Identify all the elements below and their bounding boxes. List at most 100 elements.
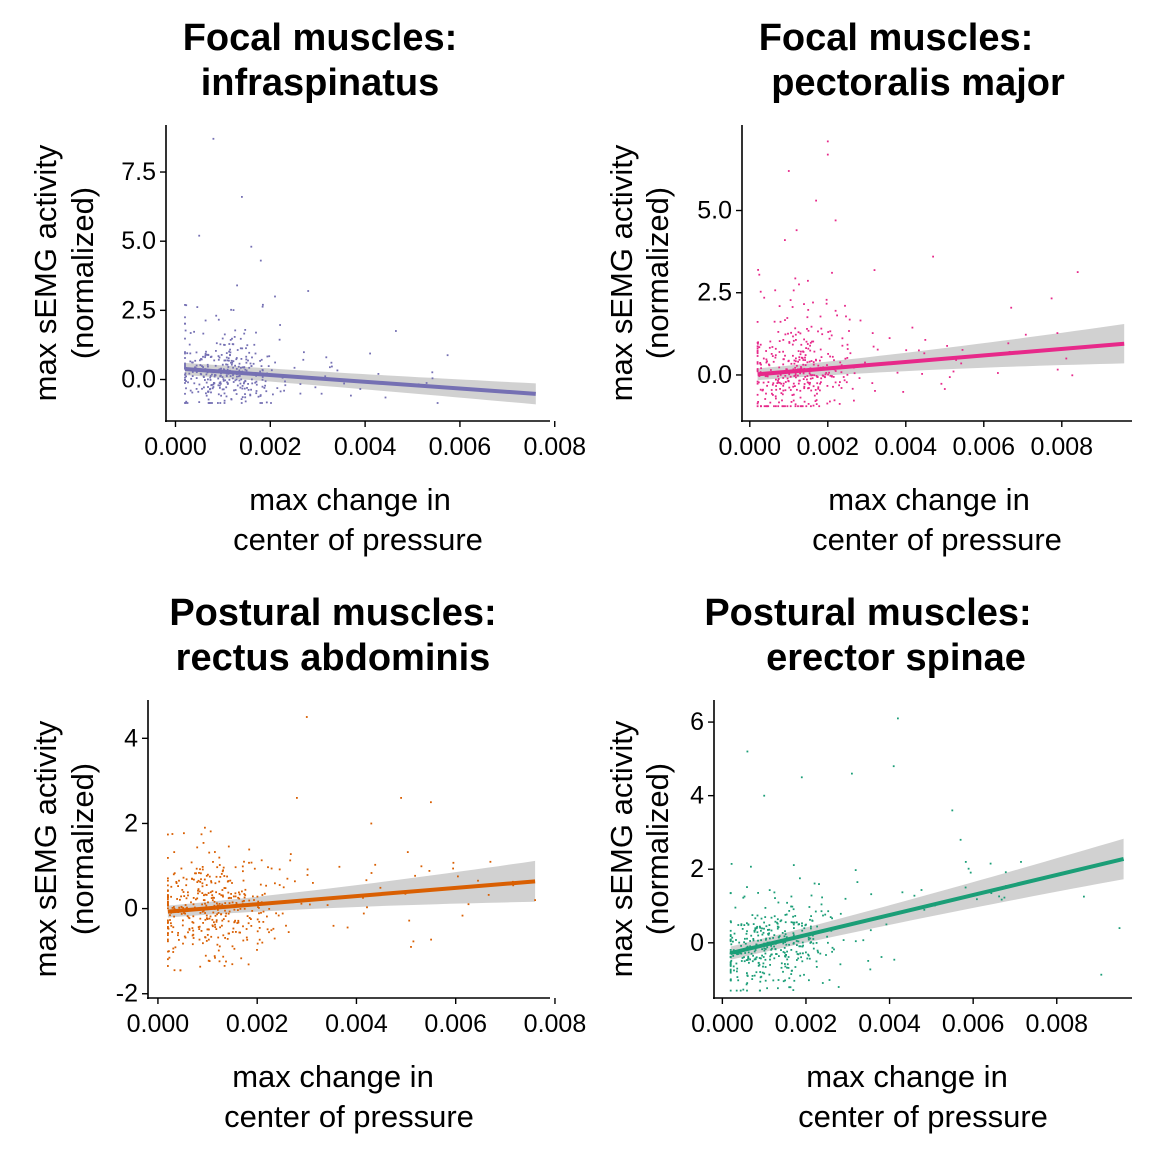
data-point <box>810 405 812 408</box>
data-point <box>814 400 817 402</box>
data-point <box>816 925 818 928</box>
data-point <box>202 942 204 945</box>
data-point <box>737 924 740 926</box>
data-point <box>798 945 801 948</box>
data-point <box>167 907 169 910</box>
data-point <box>803 338 805 341</box>
data-point <box>210 391 212 394</box>
data-point <box>833 948 835 951</box>
data-point <box>204 893 207 896</box>
data-point <box>960 362 963 365</box>
data-point <box>268 355 271 358</box>
data-point <box>801 945 804 948</box>
data-point <box>842 376 845 378</box>
data-point <box>765 350 767 352</box>
data-point <box>729 939 732 942</box>
data-point <box>215 919 218 922</box>
data-point <box>754 949 757 951</box>
y-tick-label: 2 <box>690 855 704 883</box>
x-tick-label: 0.000 <box>127 1010 190 1038</box>
data-point <box>779 374 782 376</box>
data-point <box>786 963 789 966</box>
data-point <box>807 382 810 384</box>
data-point <box>198 872 200 874</box>
data-point <box>384 396 387 399</box>
data-point <box>253 899 255 901</box>
data-point <box>208 402 211 404</box>
data-point <box>220 354 223 356</box>
data-point <box>913 894 916 897</box>
data-point <box>961 349 964 351</box>
data-point <box>206 918 209 920</box>
data-point <box>196 897 199 900</box>
data-point <box>207 873 209 876</box>
data-point <box>227 897 230 900</box>
data-point <box>179 969 182 972</box>
data-point <box>425 382 428 384</box>
data-point <box>237 375 240 378</box>
data-point <box>840 364 843 367</box>
data-point <box>801 357 804 359</box>
data-point <box>261 894 264 896</box>
data-point <box>810 360 813 362</box>
data-point <box>826 385 829 387</box>
data-point <box>258 927 261 929</box>
data-point <box>752 923 755 925</box>
data-point <box>761 927 763 930</box>
data-point <box>187 381 189 384</box>
data-point <box>234 389 237 391</box>
data-point <box>778 305 781 307</box>
data-point <box>757 342 759 345</box>
data-point <box>265 884 267 887</box>
data-point <box>215 350 217 352</box>
data-point <box>765 405 768 408</box>
data-point <box>185 878 188 881</box>
data-point <box>265 401 268 404</box>
data-point <box>786 950 788 953</box>
data-point <box>814 910 817 913</box>
data-point <box>214 851 216 853</box>
data-point <box>186 352 189 355</box>
data-point <box>219 381 222 384</box>
data-point <box>210 355 213 358</box>
data-point <box>209 891 212 894</box>
data-point <box>754 958 757 961</box>
data-point <box>221 337 224 340</box>
data-point <box>749 945 751 948</box>
data-point <box>819 382 821 385</box>
data-point <box>833 359 835 362</box>
data-point <box>797 360 799 363</box>
data-point <box>204 902 206 905</box>
data-point <box>782 363 785 366</box>
data-point <box>230 363 233 366</box>
data-point <box>750 952 753 955</box>
data-point <box>794 405 797 408</box>
data-point <box>769 958 771 961</box>
data-point <box>284 380 286 383</box>
data-point <box>763 921 765 924</box>
data-point <box>770 369 772 371</box>
data-point <box>205 894 208 896</box>
data-point <box>757 962 760 964</box>
data-point <box>303 351 305 354</box>
data-point <box>211 373 213 376</box>
data-point <box>812 934 814 937</box>
data-point <box>798 379 801 382</box>
data-point <box>796 959 798 961</box>
data-point <box>261 385 264 388</box>
data-point <box>777 375 779 378</box>
data-point <box>400 797 402 799</box>
data-point <box>185 380 187 382</box>
data-point <box>245 369 248 372</box>
data-point <box>243 893 246 895</box>
data-point <box>753 929 756 932</box>
data-point <box>815 942 818 944</box>
data-point <box>746 922 748 925</box>
data-point <box>788 342 791 344</box>
data-point <box>225 356 228 359</box>
data-point <box>241 890 243 893</box>
data-point <box>751 914 754 916</box>
data-point <box>729 949 732 951</box>
data-point <box>827 941 829 944</box>
data-point <box>222 388 225 391</box>
